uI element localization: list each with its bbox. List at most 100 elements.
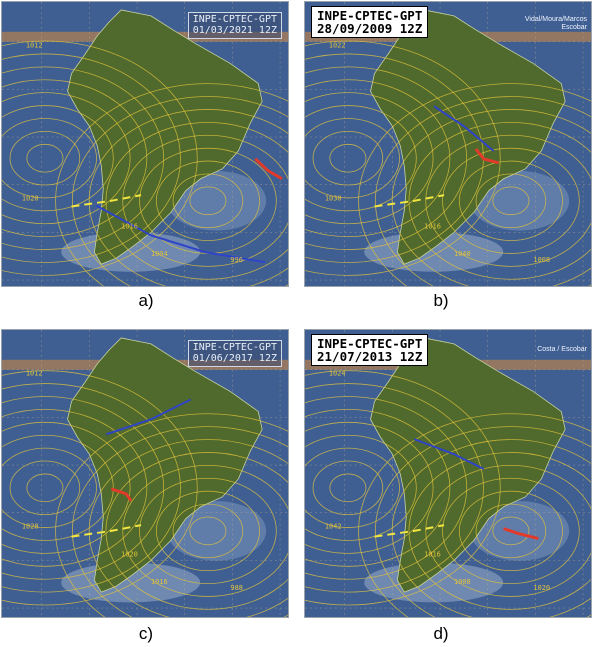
isobar-line [375, 96, 591, 286]
isobar-line [408, 452, 591, 610]
isobar-line [329, 473, 367, 503]
front-line [474, 148, 500, 165]
cloud-area [469, 501, 570, 561]
chart-stamp-b: INPE-CPTEC-GPT 28/09/2009 12Z [311, 6, 429, 39]
frontal-dashed-line [71, 524, 142, 538]
isobar-line [329, 143, 367, 173]
isobar-line [305, 447, 400, 528]
isobar-line [189, 516, 227, 546]
credit-line-2: Escobar [561, 23, 587, 31]
stamp-agency: INPE-CPTEC-GPT [317, 8, 423, 23]
isobar-value-label: 1004 [151, 250, 168, 258]
author-credit-d: Costa / Escobar [537, 346, 587, 354]
isobar-line [358, 83, 591, 286]
panel-caption-c: c) [138, 624, 154, 643]
isobar-line [305, 105, 417, 212]
isobar-line [305, 434, 417, 541]
isobar-line [139, 477, 277, 584]
isobar-line [475, 503, 547, 559]
front-line [254, 157, 283, 181]
isobar-line [155, 490, 260, 572]
isobar-line [26, 143, 64, 173]
isobar-line [475, 173, 547, 229]
isobar-line [105, 121, 288, 280]
front-line [110, 487, 133, 502]
credit-line-1: Costa / Escobar [537, 346, 587, 353]
isobar-line [9, 460, 81, 516]
south-america-landmass [370, 337, 566, 593]
isobar-line [2, 396, 165, 580]
chart-stamp-a: INPE-CPTEC-GPT 01/03/2021 12Z [187, 12, 282, 39]
isobar-line [2, 447, 97, 528]
isobar-line [2, 53, 181, 263]
isobar-line [2, 40, 198, 276]
isobar-line [189, 186, 227, 216]
isobar-value-label: 1016 [151, 578, 168, 586]
isobar-line [88, 439, 288, 617]
isobar-line [105, 452, 288, 610]
panel-caption-d: d) [433, 624, 449, 643]
frontal-dashed-line [71, 194, 142, 208]
synoptic-map-b: 1022 1030 1016 1040 1008 [305, 2, 591, 286]
isobar-line [408, 121, 591, 280]
isobar-line [55, 83, 288, 286]
stamp-agency: INPE-CPTEC-GPT [192, 342, 277, 353]
isobar-line [442, 147, 580, 254]
isobar-line [305, 92, 434, 225]
isobar-line [305, 409, 451, 567]
isobar-value-label: 996 [230, 256, 243, 264]
isobar-line [2, 409, 148, 567]
isobar-line [305, 118, 400, 199]
isobar-line [2, 421, 131, 554]
isobar-line [458, 490, 563, 572]
isobar-value-label: 1008 [533, 256, 550, 264]
isobar-line [72, 426, 288, 617]
stamp-datetime: 21/07/2013 12Z [317, 349, 423, 365]
isobar-line [425, 464, 591, 597]
isobar-line [122, 464, 288, 597]
isobar-value-label: 1028 [22, 523, 39, 531]
synoptic-map-c: 1012 1028 1020 1016 988 [2, 330, 288, 617]
isobar-line [2, 370, 198, 606]
isobar-value-label: 1016 [121, 222, 138, 230]
isobar-line [88, 109, 288, 286]
isobar-value-label: 1042 [325, 523, 342, 531]
isobar-line [55, 413, 288, 617]
isobar-value-label: 1016 [424, 550, 441, 558]
isobar-value-label: 1020 [121, 550, 138, 558]
isobar-line [2, 105, 114, 212]
chart-stamp-d: INPE-CPTEC-GPT 21/07/2013 12Z [311, 334, 429, 367]
isobar-value-label: 1040 [454, 250, 471, 258]
isobar-line [9, 130, 81, 186]
isobar-value-label: 1020 [533, 584, 550, 592]
frontal-dashed-line [374, 194, 445, 208]
isobar-line [305, 370, 501, 606]
isobar-value-label: 1008 [454, 578, 471, 586]
isobar-line [2, 383, 181, 593]
isobar-line [305, 383, 484, 593]
isobar-line [425, 134, 591, 267]
isobar-line [305, 66, 468, 250]
stamp-datetime: 28/09/2009 12Z [317, 21, 423, 37]
isobar-value-label: 1012 [26, 370, 43, 378]
isobar-line [2, 434, 114, 541]
isobar-value-label: 1030 [325, 195, 342, 203]
isobar-line [2, 118, 97, 199]
isobar-line [26, 473, 64, 503]
frontal-dashed-line [374, 524, 445, 538]
south-america-landmass [67, 337, 263, 593]
panel-caption-b: b) [433, 291, 449, 310]
isobar-line [442, 477, 580, 584]
isobar-line [172, 173, 244, 229]
stamp-datetime: 01/03/2021 12Z [192, 24, 277, 36]
isobar-line [2, 66, 165, 250]
trough-line [95, 204, 266, 264]
front-line [503, 527, 539, 540]
chart-stamp-c: INPE-CPTEC-GPT 01/06/2017 12Z [187, 340, 282, 367]
stamp-datetime: 01/06/2017 12Z [192, 352, 277, 364]
isobar-line [305, 396, 468, 580]
isobar-line [122, 134, 288, 267]
isobar-line [305, 421, 434, 554]
isobar-line [391, 439, 591, 617]
isobar-line [305, 79, 451, 238]
